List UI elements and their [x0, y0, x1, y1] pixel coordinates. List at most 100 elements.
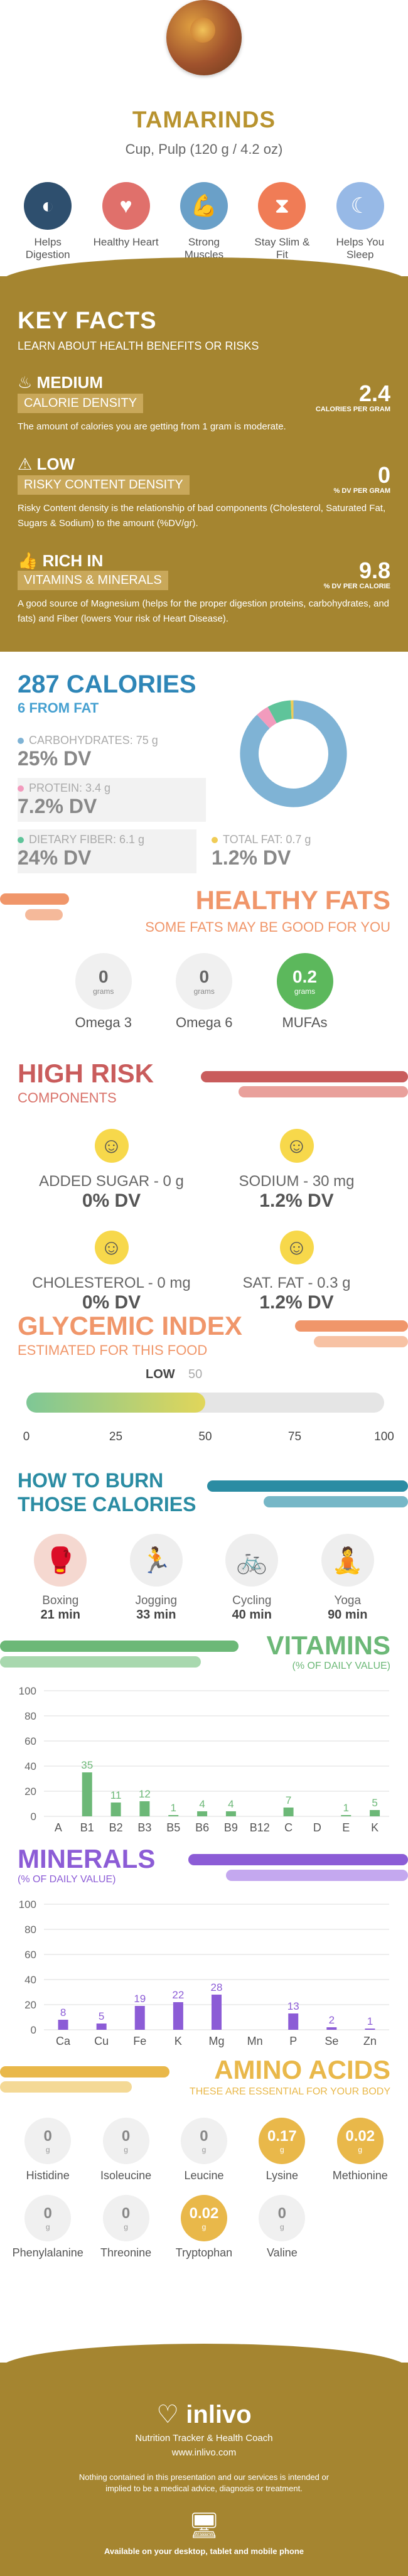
amino-label: Tryptophan	[175, 2246, 233, 2259]
y-tick-label: 0	[31, 2024, 36, 2036]
brand-logo[interactable]: inlivo	[186, 2401, 252, 2428]
healthy-fats-subtitle: SOME FATS MAY BE GOOD FOR YOU	[145, 919, 390, 935]
minerals-bar-chart: 0 20 40 60 80 100 8 Ca 5 Cu 19 Fe 22 K 28 Mg Mn 13 P 2 Se 1 Zn	[19, 1899, 389, 2047]
glycemic-header: GLYCEMIC INDEX ESTIMATED FOR THIS FOOD	[0, 1305, 408, 1361]
fat-mufas: 0.2 grams MUFAs	[276, 953, 333, 1047]
macro-label: CARBOHYDRATES: 75 g	[29, 734, 158, 746]
bar	[288, 2013, 299, 2030]
macro-label: PROTEIN: 3.4 g	[29, 782, 111, 794]
footer-website-link[interactable]: www.inlivo.com	[171, 2447, 237, 2458]
amino-unit: g	[358, 2145, 363, 2154]
benefit-label: Helps Digestion	[25, 236, 70, 261]
y-tick-label: 20	[24, 1786, 36, 1797]
x-tick-label: A	[55, 1821, 62, 1834]
bar-value-label: 2	[329, 2014, 335, 2026]
donut-slice	[267, 700, 292, 723]
macro-protein: PROTEIN: 3.4 g 7.2% DV	[18, 778, 206, 822]
amino-unit: g	[124, 2223, 128, 2231]
smiley-icon: ☺	[94, 1231, 129, 1264]
amino-unit: g	[45, 2223, 50, 2231]
y-tick-label: 40	[24, 1974, 36, 1986]
amino-leucine: 0 g Leucine	[165, 2118, 243, 2182]
fact-level: RICH IN	[42, 551, 104, 570]
bar-value-label: 4	[199, 1798, 205, 1810]
fact-category: RISKY CONTENT DENSITY	[18, 475, 190, 495]
benefit-label: Stay Slim & Fit	[254, 236, 310, 261]
macro-carbs: CARBOHYDRATES: 75 g 25% DV	[18, 734, 225, 770]
bar	[58, 2020, 68, 2030]
bar-value-label: 7	[286, 1794, 291, 1806]
fat-dot	[212, 837, 218, 844]
fat-label: Omega 3	[75, 1015, 132, 1030]
activity-time: 33 min	[136, 1608, 176, 1622]
activity-time: 90 min	[328, 1608, 368, 1622]
glycemic-tick: 75	[287, 1430, 302, 1443]
bar-value-label: 28	[211, 1981, 223, 1993]
bar-value-label: 1	[171, 1802, 176, 1814]
amino-isoleucine: 0 g Isoleucine	[87, 2118, 164, 2182]
amino-histidine: 0 g Histidine	[9, 2118, 87, 2182]
x-tick-label: Ca	[56, 2035, 71, 2047]
risk-dv: 1.2% DV	[259, 1292, 334, 1313]
bar	[110, 1803, 121, 1816]
activity-label: Boxing	[42, 1594, 79, 1607]
amino-header: AMINO ACIDS THESE ARE ESSENTIAL FOR YOUR…	[0, 2049, 408, 2105]
healthy-fats-row: 0 grams Omega 3 0 grams Omega 6 0.2 grams M…	[0, 953, 408, 1047]
risk-sat-fat: ☺ SAT. FAT - 0.3 g 1.2% DV	[204, 1231, 389, 1313]
amino-threonine: 0 g Threonine	[87, 2195, 164, 2260]
amino-label: Threonine	[100, 2246, 152, 2259]
footer: ♡ inlivo Nutrition Tracker & Health Coac…	[0, 2344, 408, 2576]
healthy-fats-header: HEALTHY FATS SOME FATS MAY BE GOOD FOR Y…	[0, 871, 408, 940]
bar-value-label: 5	[99, 2010, 104, 2022]
amino-value: 0	[121, 2128, 131, 2145]
heart-logo-icon: ♡	[156, 2401, 186, 2428]
bar-value-label: 12	[139, 1788, 151, 1800]
bar	[139, 1801, 150, 1816]
amino-valine: 0 g Valine	[243, 2195, 321, 2260]
amino-unit: g	[280, 2145, 284, 2154]
fat-circle: 0.2 grams	[276, 953, 333, 1010]
x-tick-label: Mn	[247, 2035, 263, 2047]
stripe	[264, 1496, 408, 1507]
page-title: TAMARINDS	[132, 107, 276, 132]
sleeping-face-icon: ☾	[336, 182, 384, 230]
benefit-label: Helps You Sleep	[336, 236, 385, 261]
bar-value-label: 13	[287, 2000, 299, 2012]
glycemic-tick: 25	[109, 1430, 123, 1443]
fat-unit: grams	[294, 987, 316, 996]
x-tick-label: D	[313, 1821, 321, 1834]
x-tick-label: E	[342, 1821, 350, 1834]
fat-label: MUFAs	[282, 1015, 328, 1030]
stripe	[0, 2066, 169, 2078]
amino-value: 0	[43, 2128, 52, 2145]
y-tick-label: 80	[24, 1710, 36, 1722]
minerals-chart-wrap: 0 20 40 60 80 100 8 Ca 5 Cu 19 Fe 22 K 28 Mg Mn 13 P 2 Se 1 Zn	[0, 1892, 408, 2049]
fat-circle: 0 grams	[75, 953, 132, 1010]
hero: TAMARINDS Cup, Pulp (120 g / 4.2 oz) ◐ H…	[0, 0, 408, 276]
tamarind-photo	[166, 0, 242, 75]
heart-icon: ♥	[102, 182, 150, 230]
key-facts-section: KEY FACTS LEARN ABOUT HEALTH BENEFITS OR…	[0, 257, 408, 652]
burn-title-2: THOSE CALORIES	[18, 1493, 196, 1516]
fact-unit: % DV PER CALORIE	[323, 583, 390, 590]
amino-label: Isoleucine	[100, 2169, 152, 2182]
amino-title: AMINO ACIDS	[214, 2055, 390, 2084]
amino-unit: g	[45, 2145, 50, 2154]
benefit-muscles: 💪 Strong Muscles	[169, 182, 239, 261]
bar	[173, 2002, 183, 2030]
amino-unit: g	[280, 2223, 284, 2231]
amino-tryptophan: 0.02 g Tryptophan	[165, 2195, 243, 2260]
y-tick-label: 100	[19, 1685, 36, 1697]
macro-fat: TOTAL FAT: 0.7 g 1.2% DV	[196, 829, 390, 873]
glycemic-track	[26, 1393, 384, 1413]
activity-boxing: 🥊 Boxing 21 min	[23, 1534, 98, 1622]
bar	[134, 2006, 145, 2030]
bar	[197, 1811, 208, 1816]
vitamins-header: VITAMINS (% OF DAILY VALUE)	[0, 1622, 408, 1678]
activity-label: Yoga	[334, 1594, 362, 1607]
x-tick-label: C	[284, 1821, 293, 1834]
fat-value: 0	[98, 967, 109, 986]
burn-activities: 🥊 Boxing 21 min 🏃 Jogging 33 min 🚲 Cycli…	[0, 1521, 408, 1622]
high-risk-grid: ☺ ADDED SUGAR - 0 g 0% DV ☺ SODIUM - 30 …	[0, 1110, 408, 1313]
